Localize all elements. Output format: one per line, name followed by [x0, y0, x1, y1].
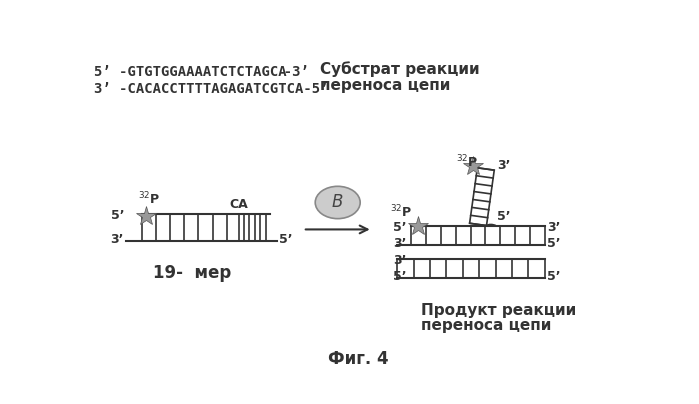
Text: Продукт реакции: Продукт реакции	[421, 303, 576, 318]
Text: 3’: 3’	[394, 237, 407, 250]
Text: 5’: 5’	[498, 210, 511, 223]
Ellipse shape	[315, 186, 360, 219]
Text: -3’: -3’	[267, 65, 309, 80]
Text: 5’: 5’	[547, 270, 561, 283]
Text: 3’: 3’	[498, 159, 511, 172]
Text: 5’: 5’	[394, 270, 407, 283]
Text: Фиг. 4: Фиг. 4	[328, 350, 388, 368]
Text: 3’: 3’	[394, 254, 407, 267]
Text: 3’: 3’	[547, 221, 561, 234]
Text: переноса цепи: переноса цепи	[421, 318, 551, 333]
Text: 5’: 5’	[279, 233, 292, 246]
Text: 5’: 5’	[547, 237, 561, 250]
Text: 5’ -GTGTGGAAAATCTCTAGCA: 5’ -GTGTGGAAAATCTCTAGCA	[94, 65, 286, 80]
Text: 19-  мер: 19- мер	[153, 264, 231, 282]
Text: B: B	[332, 194, 343, 211]
Text: 5’: 5’	[394, 221, 407, 234]
Text: переноса цепи: переноса цепи	[320, 78, 450, 93]
Text: 3’: 3’	[110, 233, 124, 246]
Text: $^{32}$P: $^{32}$P	[389, 204, 412, 220]
Text: 3’ -CACACCTTTTAGAGATCGTCA-5’: 3’ -CACACCTTTTAGAGATCGTCA-5’	[94, 82, 328, 97]
Text: $^{32}$P: $^{32}$P	[138, 190, 160, 207]
Text: $^{32}$P: $^{32}$P	[456, 154, 478, 170]
Text: CA: CA	[229, 198, 248, 211]
Text: Субстрат реакции: Субстрат реакции	[320, 61, 480, 76]
Text: 5’: 5’	[110, 209, 124, 222]
